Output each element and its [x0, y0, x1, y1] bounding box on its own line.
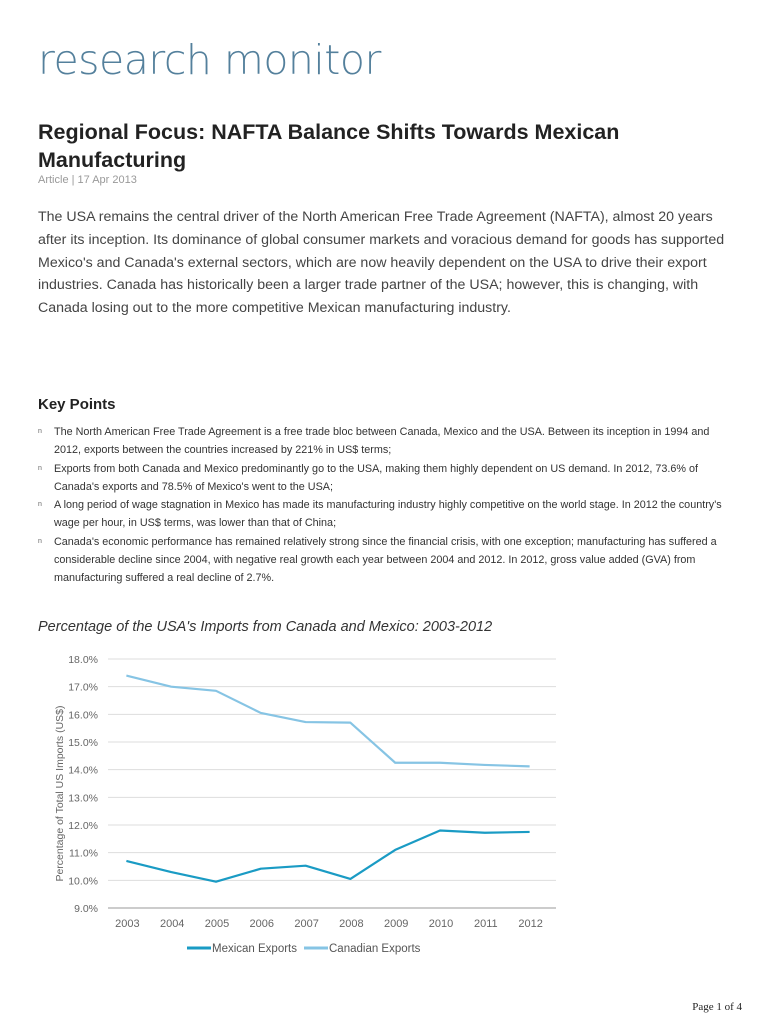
article-meta: Article | 17 Apr 2013 [38, 174, 137, 186]
y-tick-label: 15.0% [68, 737, 98, 749]
x-tick-label: 2005 [205, 918, 229, 930]
key-points-heading: Key Points [38, 396, 116, 413]
article-intro: The USA remains the central driver of th… [38, 209, 725, 317]
y-tick-label: 9.0% [74, 903, 98, 915]
y-tick-label: 16.0% [68, 709, 98, 721]
legend-label: Mexican Exports [212, 943, 297, 955]
x-tick-label: 2008 [339, 918, 363, 930]
key-point: n The North American Free Trade Agreement… [38, 423, 738, 460]
x-tick-label: 2010 [429, 918, 453, 930]
key-point-text: The North American Free Trade Agreement … [54, 426, 710, 457]
line-chart: 9.0% 10.0% 11.0% 12.0% 13.0% 14.0% 15.0% 16.0% 1… [54, 654, 556, 955]
key-points-list: n The North American Free Trade Agreement… [38, 423, 738, 588]
y-tick-label: 18.0% [68, 654, 98, 666]
y-axis-label: Percentage of Total US Imports (US$) [54, 705, 66, 881]
legend-label: Canadian Exports [329, 943, 421, 955]
x-tick-label: 2006 [250, 918, 274, 930]
y-tick-label: 17.0% [68, 682, 98, 694]
key-point: n A long period of wage stagnation in Mex… [38, 496, 738, 533]
x-tick-label: 2003 [115, 918, 139, 930]
x-tick-label: 2012 [518, 918, 542, 930]
key-point: n Canada's economic performance has remai… [38, 533, 738, 588]
bullet-icon: n [38, 464, 42, 472]
research-monitor-logo: research monitor [38, 36, 381, 84]
key-point-text: Exports from both Canada and Mexico pred… [54, 462, 699, 493]
y-tick-label: 10.0% [68, 875, 98, 887]
page-number: Page 1 of 4 [692, 1001, 742, 1013]
x-tick-label: 2007 [294, 918, 318, 930]
x-tick-label: 2009 [384, 918, 408, 930]
article-title: Regional Focus: NAFTA Balance Shifts Tow… [38, 120, 620, 172]
series-line-canadian-exports [126, 674, 530, 768]
bullet-icon: n [38, 501, 42, 509]
key-point-text: A long period of wage stagnation in Mexi… [54, 499, 722, 530]
bullet-icon: n [38, 428, 42, 435]
bullet-icon: n [38, 537, 42, 545]
key-point: n Exports from both Canada and Mexico pre… [38, 460, 738, 497]
series-line-mexican-exports [126, 829, 530, 883]
y-tick-label: 11.0% [69, 848, 98, 860]
y-tick-label: 12.0% [68, 820, 98, 832]
y-tick-label: 14.0% [68, 765, 98, 777]
x-tick-label: 2004 [160, 918, 184, 930]
y-tick-label: 13.0% [68, 792, 98, 804]
chart-title: Percentage of the USA's Imports from Can… [38, 619, 493, 635]
key-point-text: Canada's economic performance has remain… [54, 535, 717, 585]
x-tick-label: 2011 [474, 918, 498, 930]
